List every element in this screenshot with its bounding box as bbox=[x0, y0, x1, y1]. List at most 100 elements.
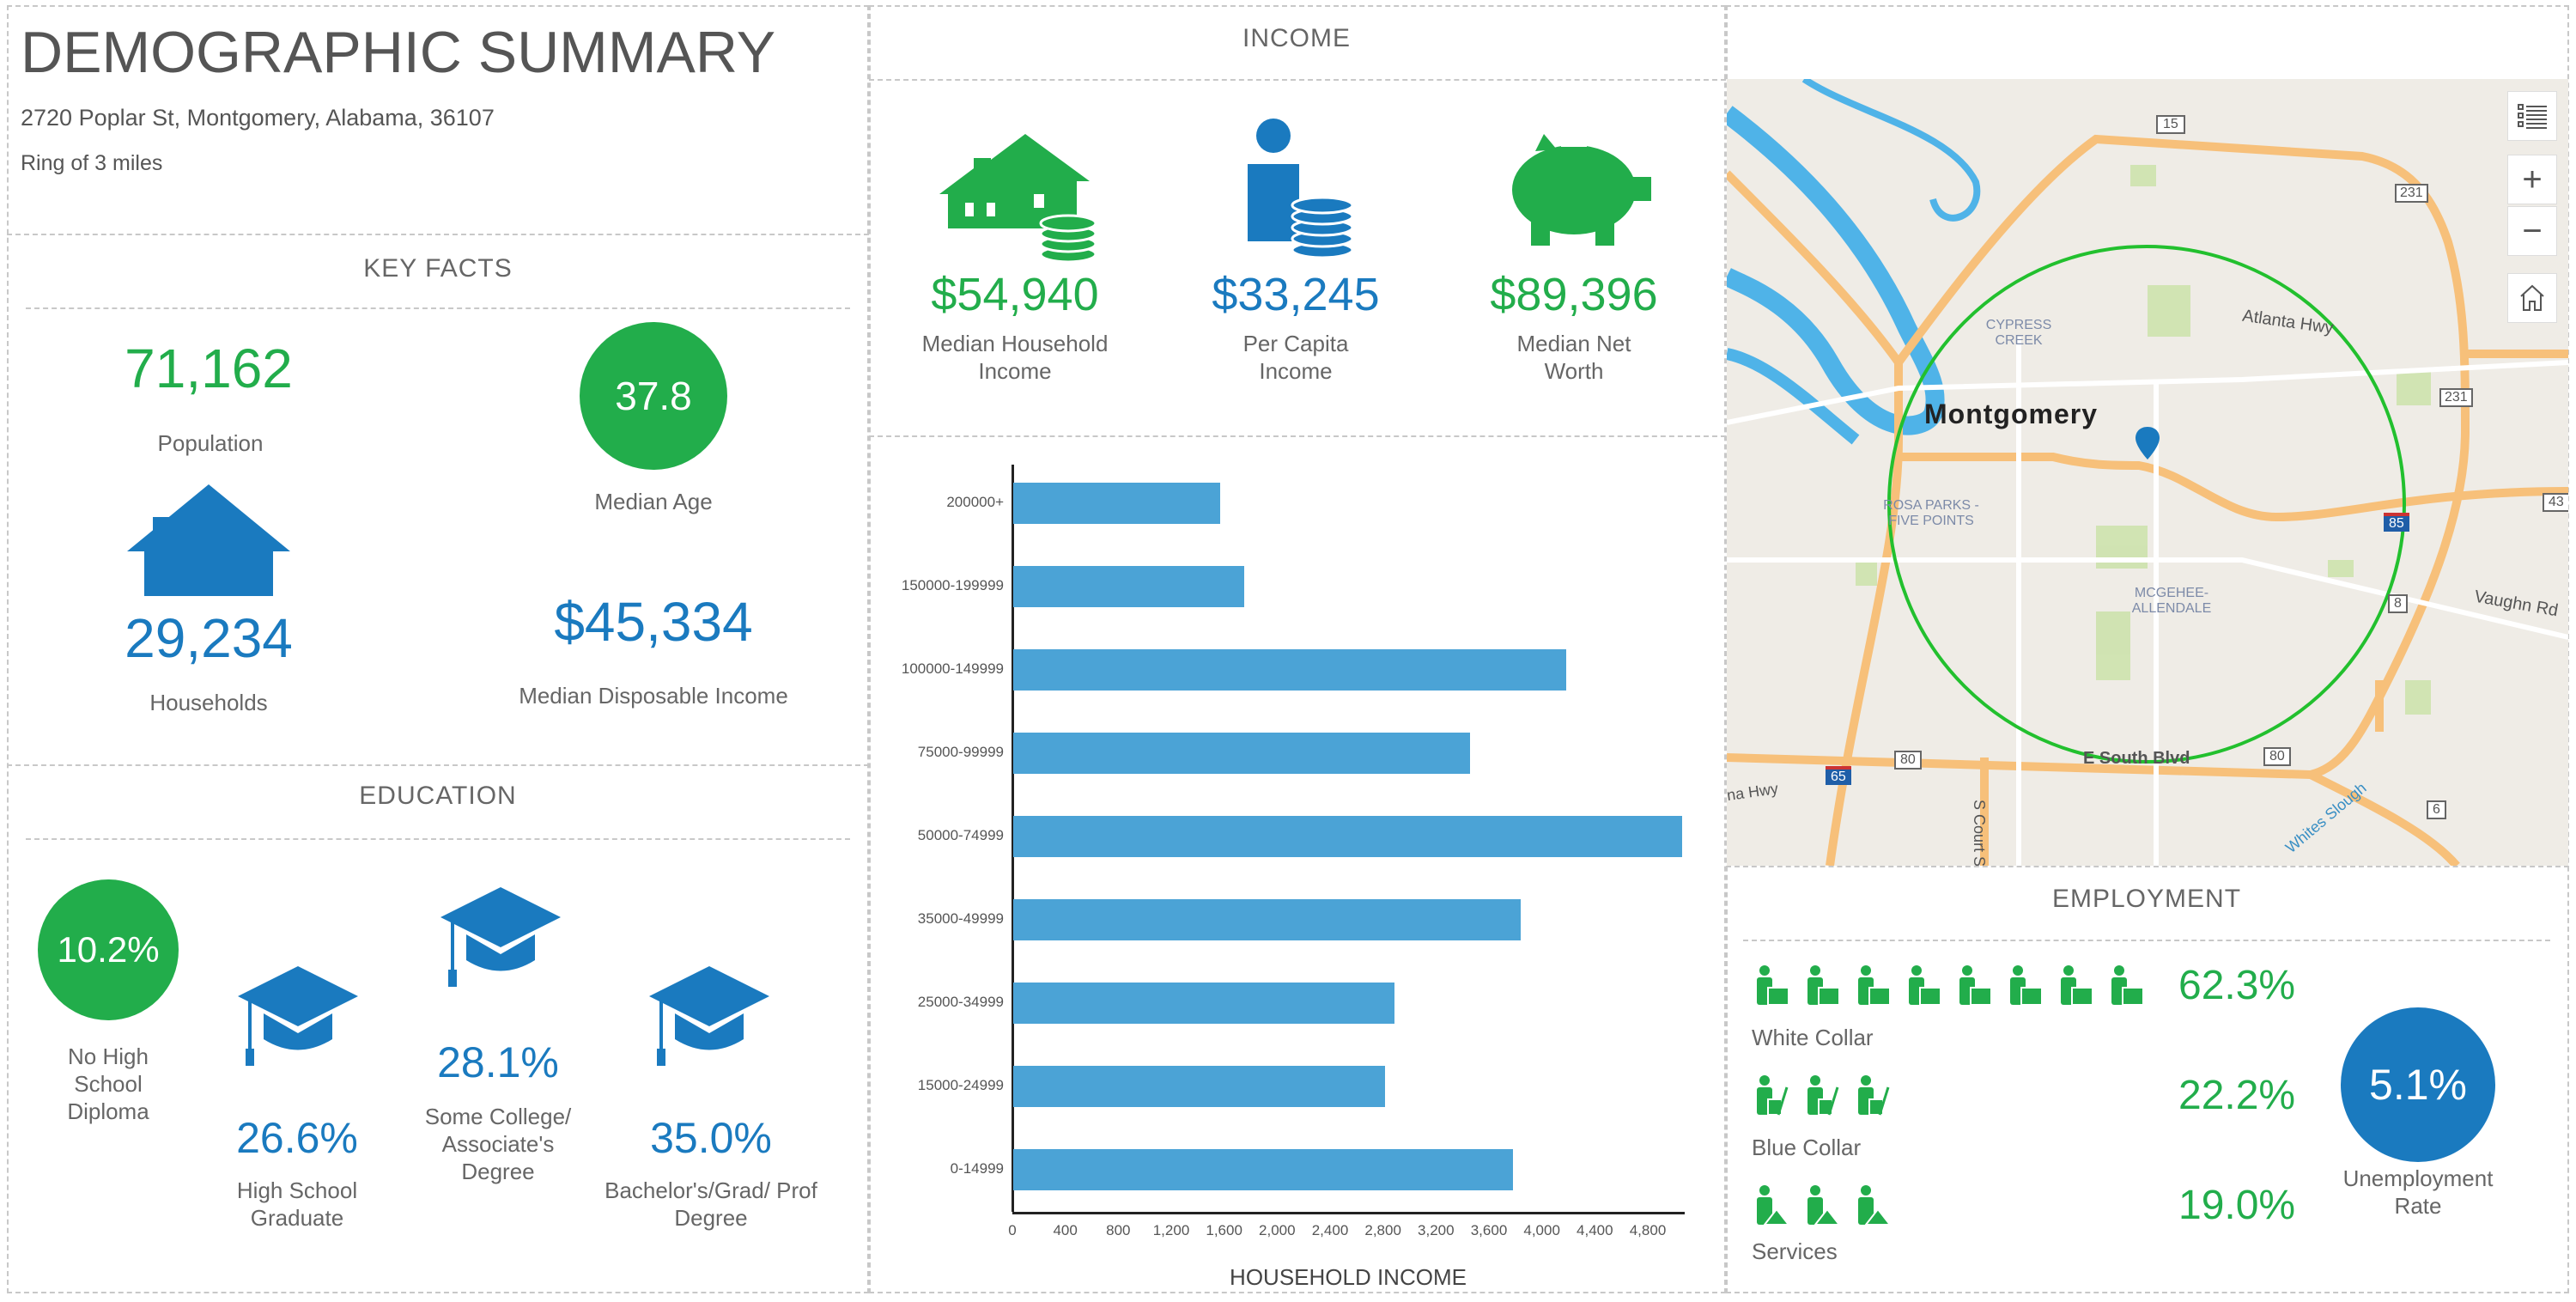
chart-category-label: 35000-49999 bbox=[917, 910, 1004, 927]
chart-x-axis bbox=[1012, 1212, 1686, 1214]
route-shield: 65 bbox=[1826, 766, 1851, 785]
label-line: MCGEHEE- bbox=[2134, 586, 2209, 600]
households-value: 29,234 bbox=[125, 607, 293, 669]
label-line: Rate bbox=[2394, 1193, 2442, 1219]
population-label: Population bbox=[157, 430, 264, 456]
service-worker-icon bbox=[1807, 1185, 1839, 1226]
chart-x-tick-label: 1,200 bbox=[1152, 1222, 1190, 1238]
route-shield: 43 bbox=[2543, 493, 2568, 512]
chart-bar bbox=[1013, 566, 1245, 607]
bachelors-label: Bachelor's/Grad/ Prof Degree bbox=[605, 1177, 817, 1232]
chart-bar bbox=[1013, 483, 1220, 524]
chart-bar bbox=[1013, 1066, 1386, 1107]
population-value: 71,162 bbox=[125, 338, 293, 399]
label-line: Income bbox=[1259, 358, 1333, 384]
median-household-income-value: $54,940 bbox=[931, 269, 1099, 320]
services-value: 19.0% bbox=[2178, 1183, 2296, 1228]
label-line: Some College/ bbox=[424, 1104, 572, 1129]
services-label: Services bbox=[1752, 1238, 1838, 1264]
chart-category-label: 150000-199999 bbox=[901, 577, 1004, 593]
blue-collar-label: Blue Collar bbox=[1752, 1135, 1862, 1160]
some-college-label: Some College/Associate's Degree bbox=[425, 1103, 572, 1185]
map-label-neighborhood: CYPRESS CREEK bbox=[1986, 318, 2051, 349]
map-label-road: S Court St bbox=[1971, 799, 1989, 866]
route-shield: 231 bbox=[2439, 388, 2473, 407]
chart-category-label: 75000-99999 bbox=[917, 744, 1004, 760]
person-coins-icon bbox=[1248, 119, 1354, 259]
chart-x-tick-label: 4,800 bbox=[1629, 1222, 1667, 1238]
some-college-value: 28.1% bbox=[437, 1038, 559, 1086]
chart-x-tick-label: 2,800 bbox=[1364, 1222, 1401, 1238]
white-collar-worker-icon bbox=[1757, 965, 1789, 1006]
key-facts-title: KEY FACTS bbox=[363, 254, 513, 283]
graduation-cap-icon bbox=[238, 966, 358, 1066]
label-line: Associate's bbox=[441, 1131, 555, 1157]
label-line: High School bbox=[236, 1177, 358, 1203]
label-line: Degree bbox=[674, 1205, 748, 1231]
map[interactable]: Montgomery CYPRESS CREEK ROSA PARKS - FIVE… bbox=[1727, 79, 2568, 866]
white-collar-worker-icon bbox=[1858, 965, 1890, 1006]
home-button[interactable] bbox=[2507, 273, 2557, 323]
chart-category-label: 100000-149999 bbox=[901, 660, 1004, 677]
chart-bar bbox=[1013, 899, 1522, 940]
blue-collar-worker-icon bbox=[1757, 1075, 1789, 1116]
white-collar-worker-icon bbox=[2061, 965, 2093, 1006]
unemployment-rate-label: Unemployment Rate bbox=[2343, 1165, 2494, 1220]
median-age-label: Median Age bbox=[594, 489, 713, 514]
blue-collar-worker-icon bbox=[1807, 1075, 1839, 1116]
route-shield: 6 bbox=[2427, 800, 2446, 819]
label-line: Income bbox=[978, 358, 1052, 384]
no-diploma-circle: 10.2% bbox=[38, 879, 179, 1020]
label-line: Bachelor's/Grad/ Prof bbox=[605, 1177, 817, 1203]
label-line: Per Capita bbox=[1242, 331, 1349, 356]
education-title: EDUCATION bbox=[359, 782, 517, 810]
no-diploma-label: No High School Diploma bbox=[67, 1043, 149, 1125]
label-line: School bbox=[74, 1071, 143, 1097]
white-collar-worker-icon bbox=[1959, 965, 1991, 1006]
median-net-worth-label: Median Net Worth bbox=[1517, 330, 1631, 385]
chart-bar bbox=[1013, 649, 1567, 691]
blue-collar-worker-icon bbox=[1858, 1075, 1890, 1116]
label-line: ALLENDALE bbox=[2131, 601, 2212, 616]
median-disposable-income-value: $45,334 bbox=[554, 591, 753, 653]
chart-bar bbox=[1013, 1149, 1513, 1190]
map-label-neighborhood: MCGEHEE- ALLENDALE bbox=[2132, 586, 2212, 617]
address: 2720 Poplar St, Montgomery, Alabama, 361… bbox=[21, 105, 495, 131]
legend-icon bbox=[2518, 104, 2547, 129]
zoom-out-button[interactable]: − bbox=[2507, 206, 2557, 256]
label-line: ROSA PARKS - bbox=[1883, 498, 1979, 513]
chart-category-label: 0-14999 bbox=[950, 1160, 1004, 1177]
chart-bar bbox=[1013, 983, 1394, 1024]
white-collar-worker-icon bbox=[1807, 965, 1839, 1006]
route-shield: 85 bbox=[2384, 513, 2409, 532]
chart-x-tick-label: 400 bbox=[1053, 1222, 1078, 1238]
label-line: No High bbox=[68, 1043, 149, 1069]
white-collar-value: 62.3% bbox=[2178, 963, 2296, 1008]
chart-x-tick-label: 3,200 bbox=[1418, 1222, 1455, 1238]
chart-category-label: 50000-74999 bbox=[917, 827, 1004, 843]
chart-x-tick-label: 4,400 bbox=[1577, 1222, 1613, 1238]
piggy-bank-icon bbox=[1512, 134, 1651, 246]
white-collar-label: White Collar bbox=[1752, 1025, 1874, 1050]
house-coins-icon bbox=[939, 134, 1097, 261]
unemployment-rate-circle: 5.1% bbox=[2341, 1007, 2495, 1162]
chart-x-axis-title: HOUSEHOLD INCOME bbox=[1230, 1264, 1467, 1290]
route-shield: 80 bbox=[2263, 747, 2291, 766]
graduation-cap-icon bbox=[649, 966, 769, 1066]
label-line: Median Household bbox=[921, 331, 1109, 356]
chart-category-label: 200000+ bbox=[946, 494, 1004, 510]
chart-x-tick-label: 0 bbox=[1008, 1222, 1017, 1238]
white-collar-worker-icon bbox=[2111, 965, 2143, 1006]
high-school-label: High School Graduate bbox=[237, 1177, 357, 1232]
route-shield: 8 bbox=[2388, 594, 2408, 613]
median-age-circle: 37.8 bbox=[580, 322, 727, 470]
label-line: CREEK bbox=[1995, 333, 2043, 348]
label-line: Diploma bbox=[67, 1098, 149, 1124]
location-pin-icon[interactable] bbox=[2136, 427, 2160, 459]
chart-bar bbox=[1013, 733, 1470, 774]
house-icon bbox=[127, 484, 290, 596]
zoom-in-button[interactable]: + bbox=[2507, 155, 2557, 204]
legend-button[interactable] bbox=[2507, 91, 2557, 141]
income-title: INCOME bbox=[1242, 24, 1351, 52]
route-shield: 231 bbox=[2395, 184, 2428, 203]
